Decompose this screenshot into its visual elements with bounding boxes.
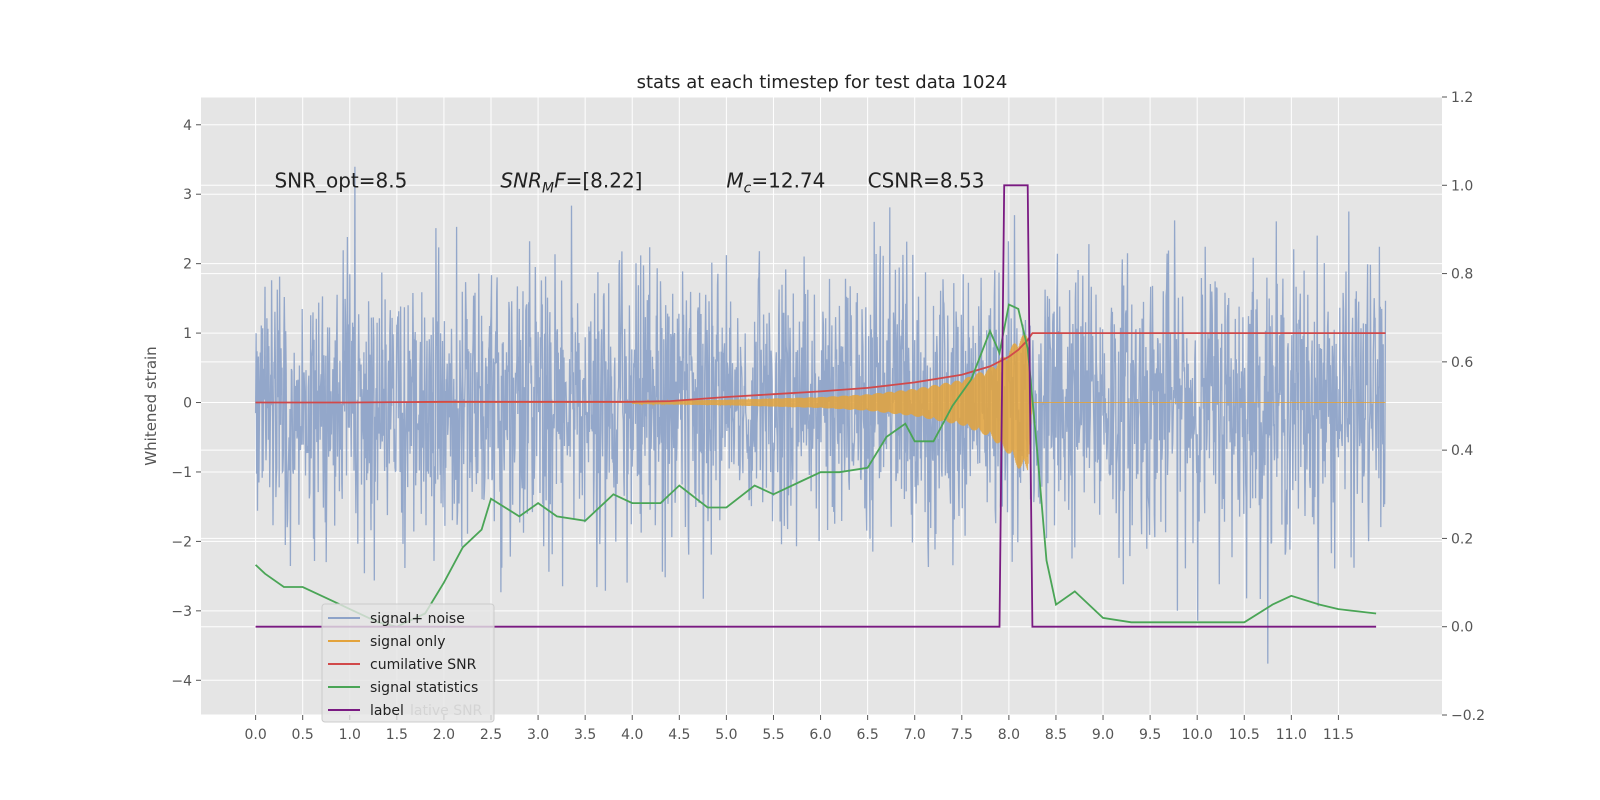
x-tick-label-21: 10.5 bbox=[1229, 727, 1260, 743]
x-tick-label-11: 5.5 bbox=[762, 727, 784, 743]
x-tick-label-22: 11.0 bbox=[1276, 727, 1307, 743]
signal-only-line bbox=[255, 334, 1386, 471]
y-left-tick-label-0: −4 bbox=[171, 673, 192, 689]
y-axis-label: Whitened strain bbox=[142, 346, 160, 465]
legend-label-2: cumilative SNR bbox=[370, 657, 477, 673]
legend-ghost-text: lative SNR bbox=[410, 703, 483, 719]
legend-label-3: signal statistics bbox=[370, 680, 478, 696]
x-axis-ticks: 0.0 0.5 1.0 1.5 2.0 2.5 3.0 3.5 4.0 4.5 5.0 5.5 6.0 6… bbox=[244, 715, 1354, 743]
annotation-csnr: CSNR=8.53 bbox=[868, 168, 985, 192]
x-tick-label-4: 2.0 bbox=[433, 727, 455, 743]
legend-box bbox=[321, 603, 495, 723]
y-left-tick-label-6: 2 bbox=[183, 257, 192, 273]
y-right-tick-label-7: 1.2 bbox=[1451, 90, 1473, 106]
x-tick-label-5: 2.5 bbox=[480, 727, 502, 743]
y-right-tick-label-2: 0.2 bbox=[1451, 531, 1473, 547]
x-tick-label-12: 6.0 bbox=[809, 727, 831, 743]
y-left-tick-label-1: −3 bbox=[171, 604, 192, 620]
series-line-cumilative-snr bbox=[255, 332, 1386, 404]
y-right-tick-label-5: 0.8 bbox=[1451, 267, 1473, 283]
y-axis-right-ticks: −0.2 0.0 0.2 0.4 0.6 0.8 1.0 1.2 bbox=[1442, 90, 1485, 724]
legend: lative SNR signal+ noise signal only cumila… bbox=[321, 603, 495, 723]
y-left-tick-label-3: −1 bbox=[171, 465, 192, 481]
y-right-tick-label-1: 0.0 bbox=[1451, 620, 1473, 636]
x-tick-label-19: 9.5 bbox=[1139, 727, 1161, 743]
x-tick-label-17: 8.5 bbox=[1045, 727, 1067, 743]
series-lines bbox=[254, 184, 1386, 628]
x-tick-label-20: 10.0 bbox=[1182, 727, 1213, 743]
y-right-tick-label-3: 0.4 bbox=[1451, 443, 1473, 459]
annotation-snr-opt: SNR_opt=8.5 bbox=[274, 168, 407, 192]
x-tick-label-2: 1.0 bbox=[339, 727, 361, 743]
x-tick-label-6: 3.0 bbox=[527, 727, 549, 743]
x-tick-label-14: 7.0 bbox=[904, 727, 926, 743]
y-right-tick-label-4: 0.6 bbox=[1451, 355, 1473, 371]
x-tick-label-8: 4.0 bbox=[621, 727, 643, 743]
chart-title: stats at each timestep for test data 102… bbox=[637, 72, 1008, 93]
x-tick-label-7: 3.5 bbox=[574, 727, 596, 743]
series-signal-only bbox=[255, 334, 1386, 471]
y-left-tick-label-8: 4 bbox=[183, 118, 192, 134]
y-right-tick-label-6: 1.0 bbox=[1451, 178, 1473, 194]
x-tick-label-0: 0.0 bbox=[244, 727, 266, 743]
x-tick-label-13: 6.5 bbox=[857, 727, 879, 743]
x-tick-label-15: 7.5 bbox=[951, 727, 973, 743]
y-left-tick-label-7: 3 bbox=[183, 187, 192, 203]
series-line-signal-statistics bbox=[254, 303, 1377, 628]
legend-label-1: signal only bbox=[370, 634, 445, 650]
y-left-tick-label-5: 1 bbox=[183, 326, 192, 342]
x-tick-label-18: 9.0 bbox=[1092, 727, 1114, 743]
annotation-mc: Mc=12.74 bbox=[726, 168, 825, 196]
y-left-tick-label-2: −2 bbox=[171, 534, 192, 550]
legend-label-4: label bbox=[370, 703, 404, 719]
x-tick-label-16: 8.0 bbox=[998, 727, 1020, 743]
x-tick-label-10: 5.0 bbox=[715, 727, 737, 743]
x-tick-label-23: 11.5 bbox=[1323, 727, 1354, 743]
x-tick-label-1: 0.5 bbox=[292, 727, 314, 743]
annotation-snr-mf: SNRMF=[8.22] bbox=[500, 168, 642, 196]
y-axis-left-ticks: −4 −3 −2 −1 0 1 2 3 4 bbox=[171, 118, 201, 689]
x-tick-label-3: 1.5 bbox=[386, 727, 408, 743]
y-right-tick-label-0: −0.2 bbox=[1451, 708, 1485, 724]
series-line-label bbox=[255, 184, 1377, 628]
x-tick-label-9: 4.5 bbox=[668, 727, 690, 743]
legend-label-0: signal+ noise bbox=[370, 611, 465, 627]
y-left-tick-label-4: 0 bbox=[183, 396, 192, 412]
annotations: SNR_opt=8.5 SNRMF=[8.22] Mc=12.74 CSNR=8.53 bbox=[274, 168, 984, 196]
